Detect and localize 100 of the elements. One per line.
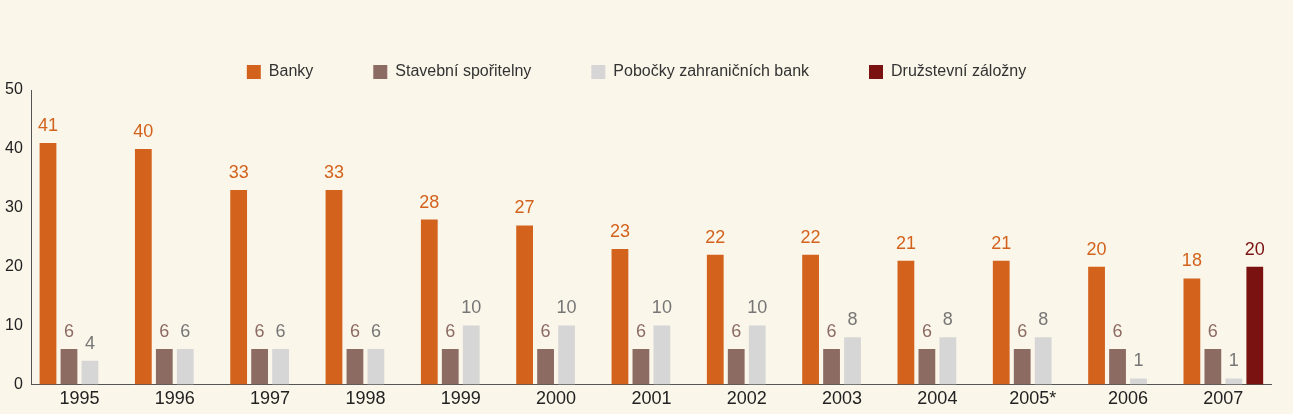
- bar: [897, 260, 915, 385]
- x-tick-label: 2001: [631, 388, 672, 409]
- bar: [537, 349, 554, 385]
- data-label: 4: [84, 332, 95, 353]
- data-label: 6: [370, 321, 381, 342]
- data-label: 6: [63, 321, 74, 342]
- data-label: 28: [419, 191, 440, 212]
- x-tick-label: 2002: [726, 388, 767, 409]
- bar: [272, 349, 289, 385]
- legend-label: Banky: [268, 62, 314, 80]
- bar: [632, 349, 650, 385]
- bar: [706, 254, 724, 385]
- bar: [81, 360, 99, 385]
- bar: [39, 142, 57, 385]
- data-label: 10: [461, 297, 482, 318]
- data-label: 22: [705, 226, 726, 247]
- data-label: 41: [37, 114, 59, 135]
- data-label: 6: [1112, 321, 1123, 342]
- x-tick-label: 1998: [345, 388, 386, 409]
- x-tick-label: 1996: [154, 388, 195, 409]
- legend-label: Pobočky zahraničních bank: [613, 62, 811, 80]
- bar: [748, 325, 766, 385]
- data-label: 6: [540, 321, 551, 342]
- bar: [918, 349, 936, 385]
- data-label: 6: [1207, 321, 1218, 342]
- bar: [802, 254, 819, 385]
- data-label: 10: [651, 297, 672, 318]
- data-label: 6: [180, 321, 191, 342]
- bar: [230, 190, 248, 385]
- bar: [420, 219, 438, 385]
- x-tick-label: 2006: [1107, 388, 1149, 409]
- bar: [823, 349, 840, 385]
- bar: [462, 325, 480, 385]
- data-label: 10: [556, 297, 577, 318]
- data-label: 6: [159, 321, 170, 342]
- data-label: 1: [1228, 350, 1239, 371]
- data-label: 8: [1038, 309, 1049, 330]
- data-label: 6: [254, 321, 265, 342]
- x-tick-label: 2003: [822, 388, 863, 409]
- data-label: 21: [991, 232, 1012, 253]
- x-tick-label: 2005*: [1009, 388, 1057, 409]
- data-label: 6: [1017, 321, 1028, 342]
- x-tick-label: 1995: [59, 388, 100, 409]
- bar: [251, 349, 269, 385]
- data-label: 20: [1244, 238, 1265, 259]
- bar: [1088, 266, 1105, 385]
- bar: [176, 349, 194, 385]
- bar: [516, 225, 534, 385]
- data-label: 22: [800, 226, 821, 247]
- data-label: 27: [514, 197, 535, 218]
- bar: [346, 349, 364, 385]
- bar: [992, 260, 1010, 385]
- bar: [558, 325, 575, 385]
- bar: [611, 248, 629, 385]
- x-tick-label: 2004: [917, 388, 958, 409]
- data-label: 40: [133, 120, 154, 141]
- x-tick-label: 1999: [440, 388, 481, 409]
- bar: [325, 190, 343, 385]
- data-label: 33: [323, 162, 344, 183]
- data-label: 1: [1133, 350, 1144, 371]
- bar: [939, 337, 957, 385]
- y-tick-label: 0: [13, 374, 23, 392]
- data-label: 6: [445, 321, 456, 342]
- data-label: 6: [275, 321, 286, 342]
- data-label: 6: [349, 321, 360, 342]
- data-label: 10: [747, 297, 768, 318]
- bar: [1183, 278, 1201, 385]
- bar: [844, 337, 861, 385]
- y-tick-label: 40: [5, 139, 23, 157]
- data-label: 33: [228, 162, 249, 183]
- y-tick-label: 20: [5, 257, 23, 275]
- bar: [1034, 337, 1052, 385]
- bar: [60, 349, 78, 385]
- data-label: 8: [847, 309, 858, 330]
- y-tick-label: 10: [5, 315, 23, 333]
- bar: [441, 349, 459, 385]
- bar: [653, 325, 671, 385]
- legend-label: Stavební spořitelny: [395, 62, 532, 80]
- data-label: 6: [731, 321, 742, 342]
- data-label: 18: [1181, 250, 1202, 271]
- bar: [155, 349, 173, 385]
- data-label: 20: [1086, 238, 1107, 259]
- bar: [1109, 349, 1126, 385]
- y-tick-label: 30: [5, 198, 23, 216]
- bar: [134, 148, 152, 385]
- data-label: 6: [826, 321, 837, 342]
- data-label: 6: [921, 321, 932, 342]
- bar: [1013, 349, 1031, 385]
- x-tick-label: 2007: [1203, 388, 1244, 409]
- data-label: 6: [635, 321, 646, 342]
- legend-label: Družstevní záložny: [891, 62, 1027, 80]
- bar: [1246, 266, 1264, 385]
- bar: [367, 349, 385, 385]
- bar: [727, 349, 745, 385]
- data-label: 21: [895, 232, 916, 253]
- data-label: 8: [942, 309, 953, 330]
- x-tick-label: 1997: [250, 388, 291, 409]
- data-label: 23: [609, 220, 630, 241]
- x-tick-label: 2000: [536, 388, 577, 409]
- y-tick-label: 50: [5, 80, 23, 98]
